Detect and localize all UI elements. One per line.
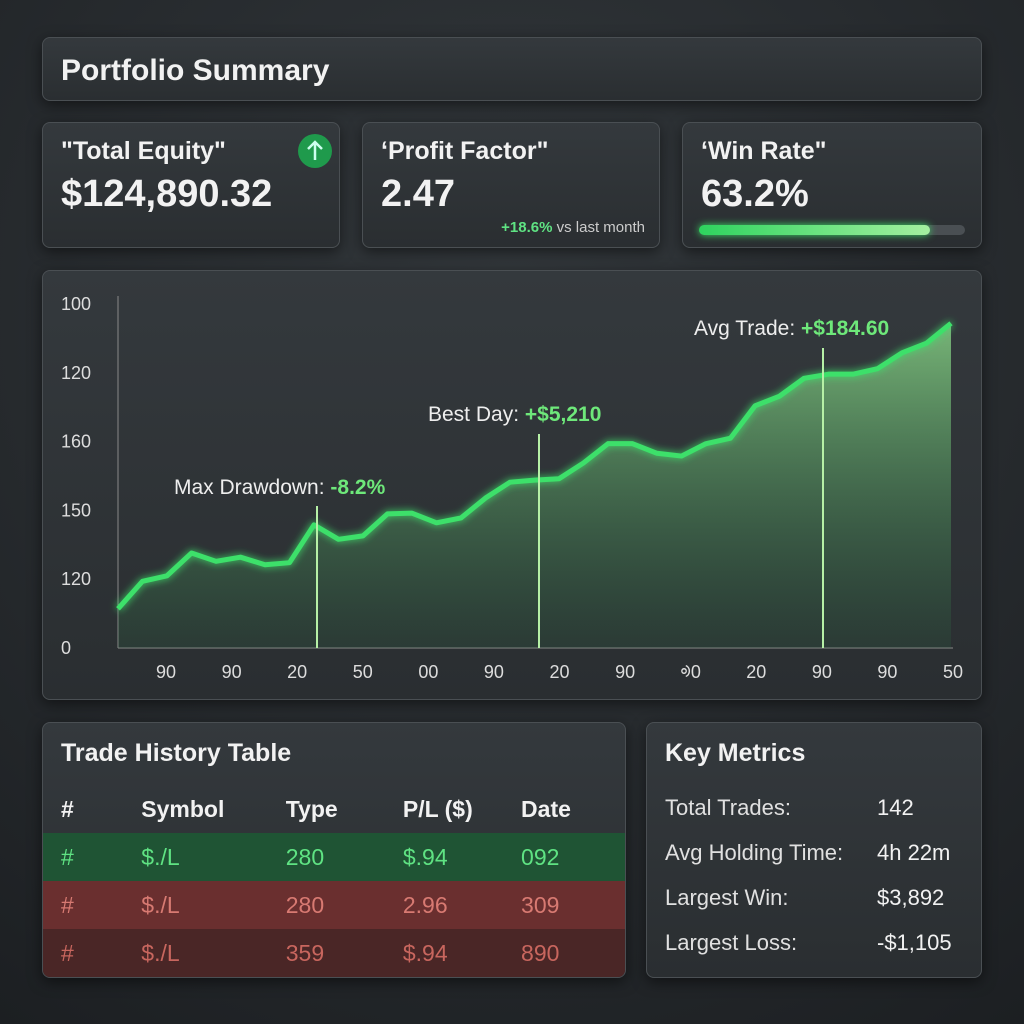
column-header: # (61, 795, 74, 822)
metric-label: Total Trades: (665, 795, 791, 820)
column-header: Type (285, 795, 338, 822)
x-tick-label: 90 (812, 662, 832, 682)
column-header: Date (521, 795, 571, 822)
cell: $./L (141, 843, 180, 870)
annotation-value: -8.2% (330, 476, 385, 499)
section-title: Key Metrics (665, 739, 806, 767)
x-tick-label: ᢀ0 (680, 662, 701, 682)
key-metrics: Key Metrics Total Trades: 142 Avg Holding … (646, 722, 982, 978)
metric-label: Avg Holding Time: (665, 840, 844, 865)
annotation-label: Max Drawdown: (174, 476, 325, 499)
table-header: # Symbol Type P/L ($) Date (43, 785, 625, 833)
metric-label: Largest Win: (665, 885, 789, 910)
y-tick-label: 120 (61, 569, 91, 589)
line (116, 321, 953, 611)
change: +18.6% vs last month (501, 219, 645, 236)
cell: # (61, 939, 74, 966)
card-value: 2.47 (381, 173, 455, 215)
chart-panel: 100 120 160 150 120 0 90 90 20 50 00 90 20 90 ᢀ0 20 90 90… (42, 270, 982, 700)
metric-value: 142 (877, 795, 914, 820)
cell: $./L (141, 939, 180, 966)
annotation-label: Avg Trade: (694, 317, 795, 340)
x-tick-label: 90 (156, 662, 176, 682)
annotation-value: +$184.60 (801, 317, 889, 340)
progress-track (699, 225, 965, 235)
x-tick-label: 90 (877, 662, 897, 682)
column-header: Symbol (141, 795, 225, 822)
cell: $.94 (402, 939, 448, 966)
change-note: vs last month (556, 219, 645, 236)
metric-value: -$1,105 (877, 930, 952, 955)
metric-value: 4h 22m (877, 840, 951, 865)
card: "Total Equity" $124,890.32 (42, 122, 340, 248)
trade-table: # Symbol Type P/L ($) Date # $./L 280 $.94 092 # $.… (43, 785, 625, 977)
page-title: Portfolio Summary (61, 54, 330, 87)
cell: # (61, 891, 74, 918)
annotation: Best Day: +$5,210 (428, 403, 601, 426)
card: ‘Win Rate" 63.2% (682, 122, 982, 248)
x-tick-label: 20 (549, 662, 569, 682)
cell: 092 (521, 843, 560, 870)
y-tick-label: 150 (61, 500, 91, 520)
annotation-label: Best Day: (428, 403, 519, 426)
metric-value: $3,892 (877, 885, 945, 910)
up-icon (298, 134, 332, 168)
y-tick-label: 0 (61, 638, 71, 658)
cell: 890 (521, 939, 560, 966)
y-tick-label: 100 (61, 294, 91, 314)
table-row: # $./L 280 2.96 309 (43, 881, 625, 929)
cell: 359 (285, 939, 325, 966)
column-header: P/L ($) (402, 795, 473, 822)
header: Portfolio Summary (42, 37, 982, 101)
cell: 2.96 (402, 891, 448, 918)
section-title: Trade History Table (61, 739, 292, 767)
annotation: Max Drawdown: -8.2% (174, 476, 386, 499)
area (118, 323, 951, 648)
card-label: ‘Profit Factor" (381, 137, 549, 165)
x-tick-label: 50 (353, 662, 373, 682)
cell: 280 (285, 843, 325, 870)
cell: $./L (141, 891, 180, 918)
card-value: 63.2% (701, 173, 809, 215)
x-tick-label: 20 (746, 662, 766, 682)
card: ‘Profit Factor" 2.47 +18.6% vs last mont… (362, 122, 660, 248)
card-label: ‘Win Rate" (701, 137, 827, 165)
y-tick-label: 160 (61, 432, 91, 452)
cell: 309 (521, 891, 560, 918)
chart: 100 120 160 150 120 0 90 90 20 50 00 90 20 90 ᢀ0 20 90 90… (61, 294, 963, 682)
x-tick-label: 20 (287, 662, 307, 682)
trade-history: Trade History Table # Symbol Type P/L ($) Da… (42, 722, 626, 978)
x-tick-label: 90 (615, 662, 635, 682)
cell: # (61, 843, 74, 870)
metric-label: Largest Loss: (665, 930, 798, 955)
x-tick-label: 90 (222, 662, 242, 682)
x-tick-label: 00 (418, 662, 438, 682)
x-tick-label: 50 (943, 662, 963, 682)
annotation: Avg Trade: +$184.60 (694, 317, 889, 340)
card-value: $124,890.32 (61, 173, 273, 215)
annotation-value: +$5,210 (525, 403, 602, 426)
y-tick-label: 120 (61, 363, 91, 383)
x-tick-label: 90 (484, 662, 504, 682)
card-label: "Total Equity" (61, 137, 226, 165)
cell: $.94 (402, 843, 448, 870)
cell: 280 (285, 891, 325, 918)
table-row: # $./L 280 $.94 092 (43, 833, 625, 881)
change-value: +18.6% (501, 219, 553, 236)
progress-fill (699, 225, 931, 235)
table-row: # $./L 359 $.94 890 (43, 929, 625, 977)
